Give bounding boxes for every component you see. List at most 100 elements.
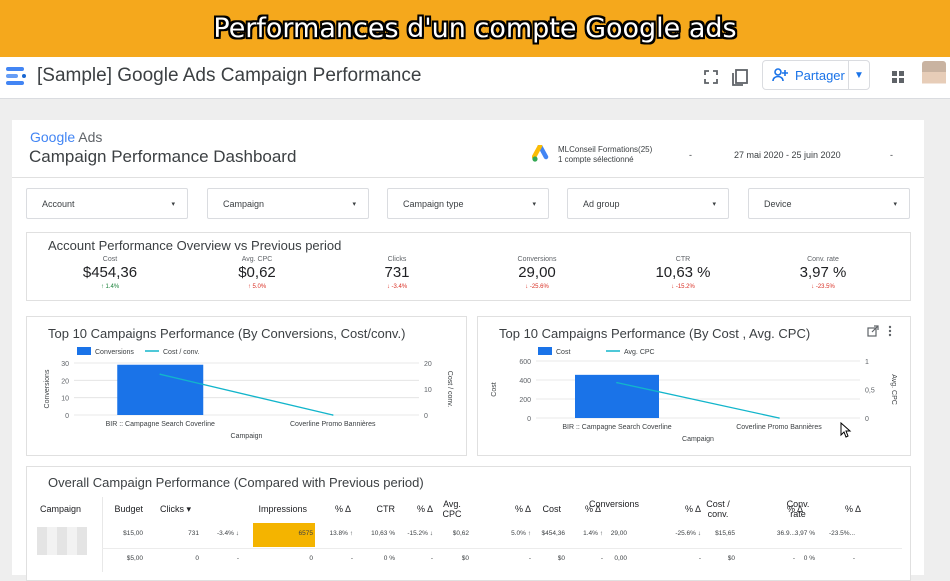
chart-cost-card: Top 10 Campaigns Performance (By Cost , … [477, 316, 911, 456]
table-cell: 1.4% ↑ [583, 530, 603, 537]
share-button[interactable]: Partager ▼ [762, 60, 870, 90]
account-name[interactable]: MLConseil Formations(25) [558, 145, 653, 154]
add-person-icon [772, 68, 788, 82]
table-header-15[interactable]: % Δ [786, 504, 803, 514]
table-cell: - [852, 555, 855, 562]
y2-tick-label: 0 [865, 416, 869, 423]
filter-dropdown-campaign-type[interactable]: Campaign type ▾ [387, 188, 549, 219]
table-header-4[interactable]: Impressions [258, 504, 307, 514]
legend-swatch-bar [538, 347, 552, 355]
kpi-conv-rate: Conv. rate 3,97 % ↓ -23.5% [763, 256, 883, 290]
table-cell: 0,00 [614, 555, 627, 562]
kpi-value: $454,36 [82, 264, 138, 281]
banner-title: Performances d'un compte Google ads [213, 13, 737, 44]
kpi-change: ↓ -3.4% [386, 284, 408, 290]
account-dropdown-dash[interactable]: - [689, 150, 692, 160]
share-dropdown-arrow-icon[interactable]: ▼ [854, 69, 864, 81]
avatar[interactable] [922, 61, 946, 89]
table-cell: 36.9... [776, 530, 795, 537]
filter-label: Campaign type [403, 199, 464, 209]
app-bar: [Sample] Google Ads Campaign Performance… [0, 57, 950, 99]
filter-dropdown-ad-group[interactable]: Ad group ▾ [567, 188, 729, 219]
table-cell: $5,00 [126, 555, 143, 562]
table-header-5[interactable]: % Δ [334, 504, 351, 514]
kpi-cost: Cost $454,36 ↑ 1.4% [50, 256, 170, 290]
y2-tick-label: 20 [424, 361, 432, 368]
table-cell: - [430, 555, 433, 562]
kpi-ctr: CTR 10,63 % ↓ -15.2% [623, 256, 743, 290]
date-dropdown-dash[interactable]: - [890, 150, 893, 160]
legend-label-line: Cost / conv. [163, 349, 199, 356]
table-header-10[interactable]: Cost [542, 504, 561, 514]
y-tick-label: 10 [61, 396, 69, 403]
y-tick-label: 20 [61, 378, 69, 385]
report-title[interactable]: [Sample] Google Ads Campaign Performance [37, 65, 422, 86]
table-cell: 5.0% ↑ [511, 530, 531, 537]
y2-tick-label: 0 [424, 413, 428, 420]
filter-dropdown-account[interactable]: Account ▾ [26, 188, 188, 219]
y-axis-label: Conversions [44, 369, 51, 408]
more-options-icon[interactable] [887, 325, 893, 337]
kpi-conversions: Conversions 29,00 ↓ -25.6% [477, 256, 597, 290]
y2-tick-label: 10 [424, 387, 432, 394]
campaign-table-title: Overall Campaign Performance (Compared w… [48, 475, 424, 490]
y-tick-label: 0 [527, 416, 531, 423]
report-canvas: Google Ads Campaign Performance Dashboar… [0, 100, 950, 581]
y-tick-label: 200 [519, 397, 531, 404]
table-cell: 0 % [803, 555, 815, 562]
x-axis-label: Campaign [231, 433, 263, 440]
dropdown-arrow-icon: ▾ [532, 201, 536, 208]
table-header-2[interactable]: Clicks ▾ [159, 504, 191, 514]
table-cell: 0 % [383, 555, 395, 562]
report-header: Google Ads Campaign Performance Dashboar… [12, 120, 924, 178]
kpi-clicks: Clicks 731 ↓ -3.4% [337, 256, 457, 290]
kpi-change: ↓ -15.2% [671, 284, 695, 290]
table-header-1[interactable]: Budget [114, 504, 143, 514]
filter-dropdown-campaign[interactable]: Campaign ▾ [207, 188, 369, 219]
table-header-11[interactable]: % Δ [584, 504, 601, 514]
kpi-avg-cpc: Avg. CPC $0,62 ↑ 5.0% [197, 256, 317, 290]
table-header-13[interactable]: % Δ [684, 504, 701, 514]
table-header-14[interactable]: Cost / conv. [706, 499, 730, 519]
apps-grid-icon[interactable] [887, 66, 909, 88]
y-tick-label: 400 [519, 378, 531, 385]
x-tick-label: Coverline Promo Bannières [736, 424, 822, 431]
line-point [778, 417, 780, 419]
table-header-6[interactable]: CTR [376, 504, 396, 514]
table-header-7[interactable]: % Δ [416, 504, 433, 514]
y2-axis-label: Cost / conv. [446, 371, 453, 407]
table-header-9[interactable]: % Δ [514, 504, 531, 514]
table-cell: -3.4% ↓ [216, 530, 239, 537]
fullscreen-icon[interactable] [700, 66, 722, 88]
table-cell: 3,97 % [794, 530, 815, 537]
google-ads-logo: Google Ads [30, 129, 102, 145]
account-selected[interactable]: 1 compte sélectionné [558, 155, 634, 164]
table-header-17[interactable]: % Δ [844, 504, 861, 514]
table-cell: $0 [557, 555, 565, 562]
table-cell: $454,36 [541, 530, 566, 537]
filter-label: Campaign [223, 199, 265, 209]
legend-swatch-bar [77, 347, 91, 355]
filter-dropdown-device[interactable]: Device ▾ [748, 188, 910, 219]
table-cell: $15,00 [123, 530, 143, 537]
dropdown-arrow-icon: ▾ [171, 201, 175, 208]
table-cell: -15.2% ↓ [407, 530, 433, 537]
data-studio-logo-icon[interactable] [4, 63, 30, 89]
dropdown-arrow-icon: ▾ [712, 201, 716, 208]
table-cell: 0 [195, 555, 199, 562]
line-point [159, 373, 162, 376]
campaign-name-blurred [37, 527, 87, 555]
x-axis-label: Campaign [682, 436, 714, 443]
kpi-change: ↑ 1.4% [100, 284, 120, 290]
table-header-0[interactable]: Campaign [39, 504, 81, 514]
export-icon[interactable] [867, 325, 879, 337]
copy-icon[interactable] [729, 66, 751, 88]
y2-tick-label: 1 [865, 359, 869, 366]
dropdown-arrow-icon: ▾ [893, 201, 897, 208]
table-header-16[interactable]: Conv. rate [786, 499, 810, 519]
kpi-change: ↓ -23.5% [811, 284, 835, 290]
table-header-8[interactable]: Avg. CPC [442, 499, 462, 519]
date-range[interactable]: 27 mai 2020 - 25 juin 2020 [734, 150, 841, 160]
mouse-cursor-icon [840, 422, 852, 438]
table-header-12[interactable]: Conversions [589, 499, 640, 509]
